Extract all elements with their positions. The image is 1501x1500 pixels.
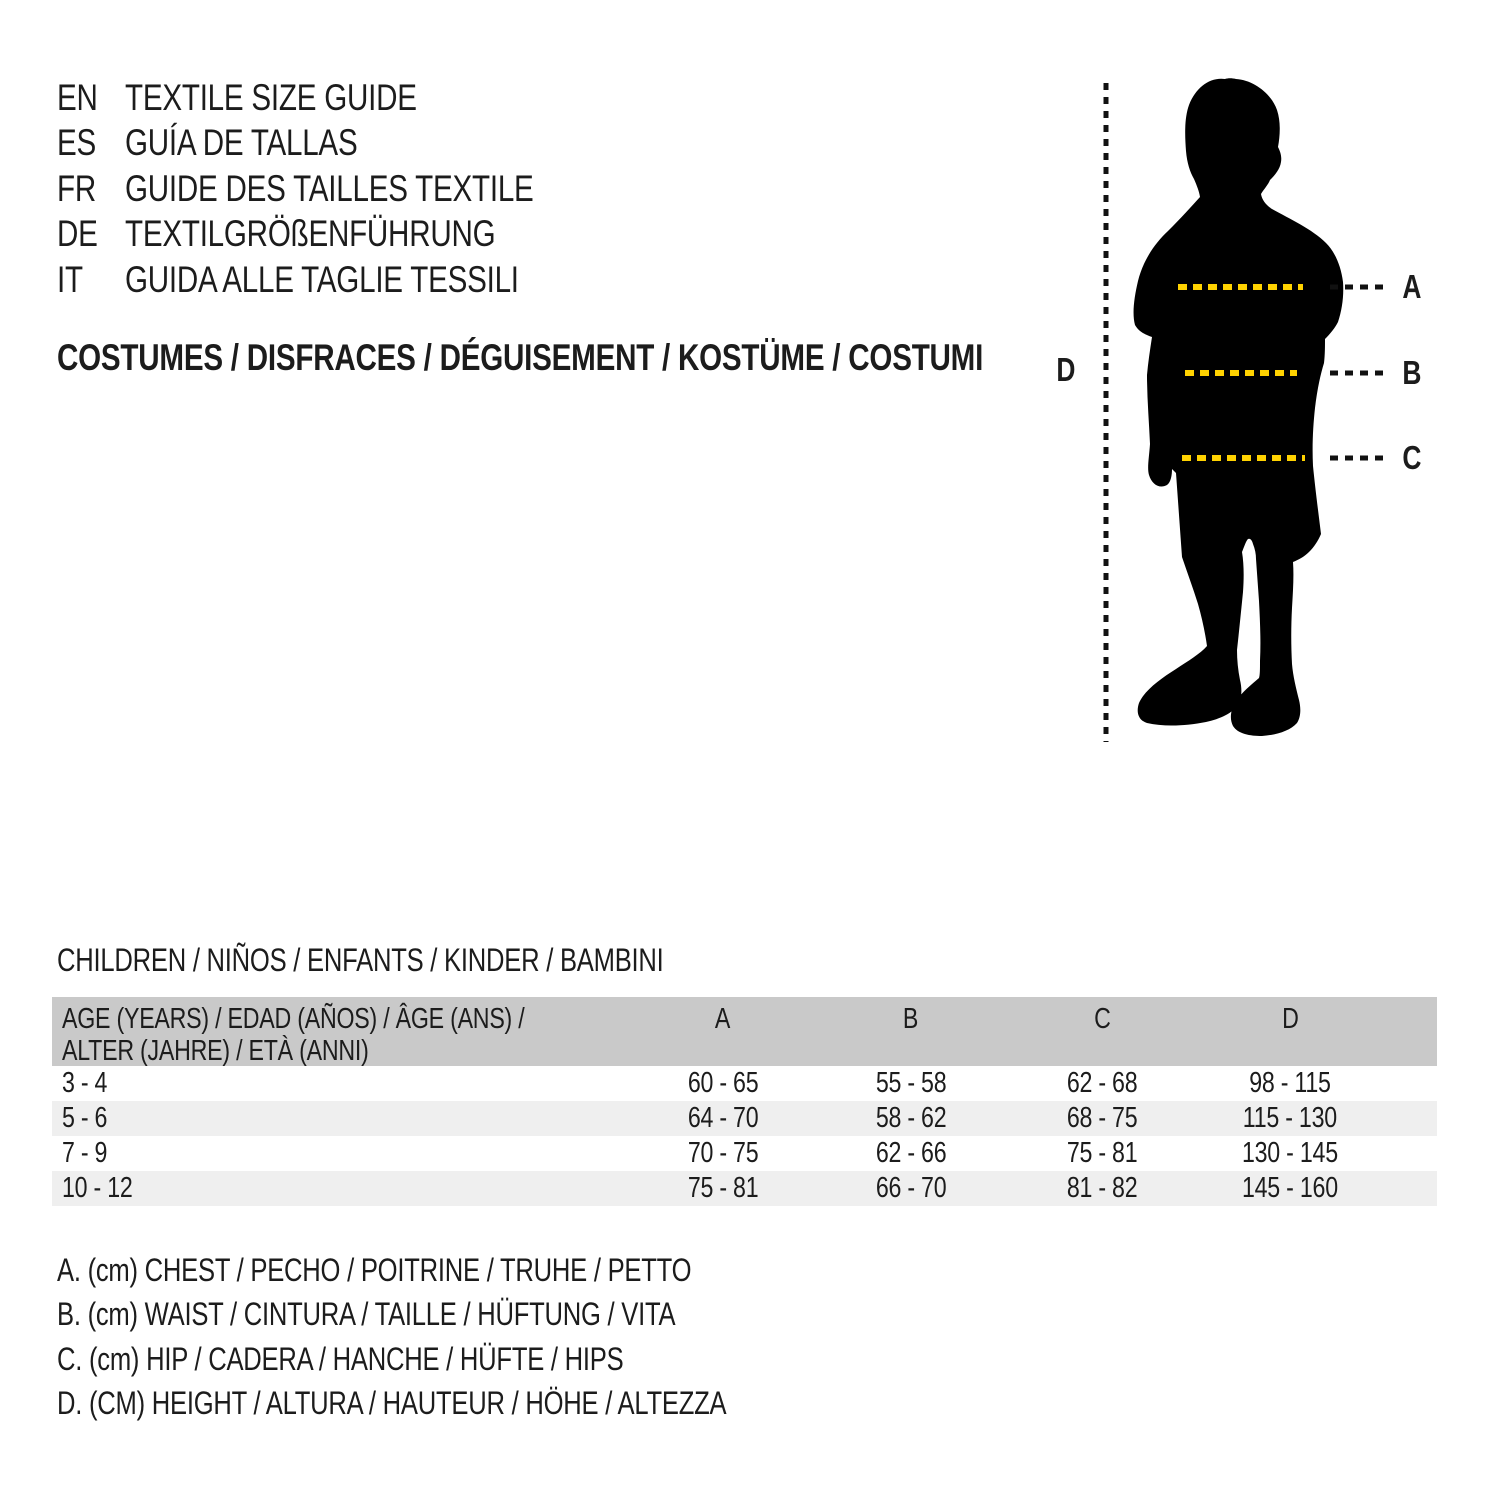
lang-row-it: IT xyxy=(57,257,89,303)
lang-code: FR xyxy=(57,168,96,209)
marker-label-d: D xyxy=(1056,351,1076,388)
lang-label-fr: GUIDE DES TAILLES TEXTILE xyxy=(125,168,534,209)
table-row: 10 - 12 75 - 81 66 - 70 81 - 82 145 - 16… xyxy=(52,1171,1437,1206)
value-cell-d: 98 - 115 xyxy=(1249,1067,1331,1099)
table-row: 5 - 6 64 - 70 58 - 62 68 - 75 115 - 130 xyxy=(52,1101,1437,1136)
value-cell-b: 55 - 58 xyxy=(875,1067,947,1099)
marker-label-a: A xyxy=(1402,268,1422,305)
lang-label-it: GUIDA ALLE TAGLIE TESSILI xyxy=(125,259,519,300)
lang-label-de: TEXTILGRÖßENFÜHRUNG xyxy=(125,213,496,254)
category-title: COSTUMES / DISFRACES / DÉGUISEMENT / KOS… xyxy=(57,337,984,378)
column-header-d: D xyxy=(1281,1003,1299,1035)
table-header: AGE (YEARS) / EDAD (AÑOS) / ÂGE (ANS) / … xyxy=(52,997,1437,1067)
value-cell-c: 68 - 75 xyxy=(1066,1102,1138,1134)
value-cell-d: 145 - 160 xyxy=(1242,1172,1338,1204)
value-cell-a: 75 - 81 xyxy=(687,1172,759,1204)
lang-code: EN xyxy=(57,77,98,118)
value-cell-c: 62 - 68 xyxy=(1066,1067,1138,1099)
lang-row-es: ES xyxy=(57,120,106,166)
age-cell: 7 - 9 xyxy=(62,1137,108,1169)
marker-label-b: B xyxy=(1402,354,1422,391)
lang-label-en: TEXTILE SIZE GUIDE xyxy=(125,77,417,118)
age-header-line2: ALTER (JAHRE) / ETÀ (ANNI) xyxy=(62,1035,369,1067)
table-section-title: CHILDREN / NIÑOS / ENFANTS / KINDER / BA… xyxy=(57,942,664,978)
lang-code: DE xyxy=(57,213,98,254)
table-row: 3 - 4 60 - 65 55 - 58 62 - 68 98 - 115 xyxy=(52,1066,1437,1101)
legend-item-waist: B. (cm) WAIST / CINTURA / TAILLE / HÜFTU… xyxy=(57,1296,676,1332)
value-cell-b: 66 - 70 xyxy=(875,1172,947,1204)
value-cell-a: 64 - 70 xyxy=(687,1102,759,1134)
value-cell-b: 62 - 66 xyxy=(875,1137,947,1169)
column-header-b: B xyxy=(903,1003,919,1035)
lang-row-de: DE xyxy=(57,211,108,257)
legend-item-hip: C. (cm) HIP / CADERA / HANCHE / HÜFTE / … xyxy=(57,1341,624,1377)
table-row: 7 - 9 70 - 75 62 - 66 75 - 81 130 - 145 xyxy=(52,1136,1437,1171)
value-cell-d: 130 - 145 xyxy=(1242,1137,1338,1169)
lang-label-es: GUÍA DE TALLAS xyxy=(125,122,358,163)
legend-item-chest: A. (cm) CHEST / PECHO / POITRINE / TRUHE… xyxy=(57,1252,692,1288)
age-cell: 3 - 4 xyxy=(62,1067,108,1099)
value-cell-d: 115 - 130 xyxy=(1242,1102,1338,1134)
child-silhouette-icon xyxy=(1133,78,1344,736)
column-header-a: A xyxy=(715,1003,731,1035)
value-cell-c: 75 - 81 xyxy=(1066,1137,1138,1169)
child-measurement-diagram xyxy=(1103,78,1385,742)
age-cell: 10 - 12 xyxy=(62,1172,133,1204)
marker-label-c: C xyxy=(1402,439,1422,476)
column-header-c: C xyxy=(1093,1003,1111,1035)
legend-item-height: D. (CM) HEIGHT / ALTURA / HAUTEUR / HÖHE… xyxy=(57,1385,727,1421)
age-cell: 5 - 6 xyxy=(62,1102,108,1134)
lang-row-fr: FR xyxy=(57,166,106,212)
value-cell-b: 58 - 62 xyxy=(875,1102,947,1134)
lang-row-en: EN xyxy=(57,75,108,121)
value-cell-c: 81 - 82 xyxy=(1066,1172,1138,1204)
value-cell-a: 60 - 65 xyxy=(687,1067,759,1099)
lang-code: ES xyxy=(57,122,97,163)
value-cell-a: 70 - 75 xyxy=(687,1137,759,1169)
age-header-line1: AGE (YEARS) / EDAD (AÑOS) / ÂGE (ANS) / xyxy=(62,1003,525,1035)
lang-code: IT xyxy=(57,259,83,300)
